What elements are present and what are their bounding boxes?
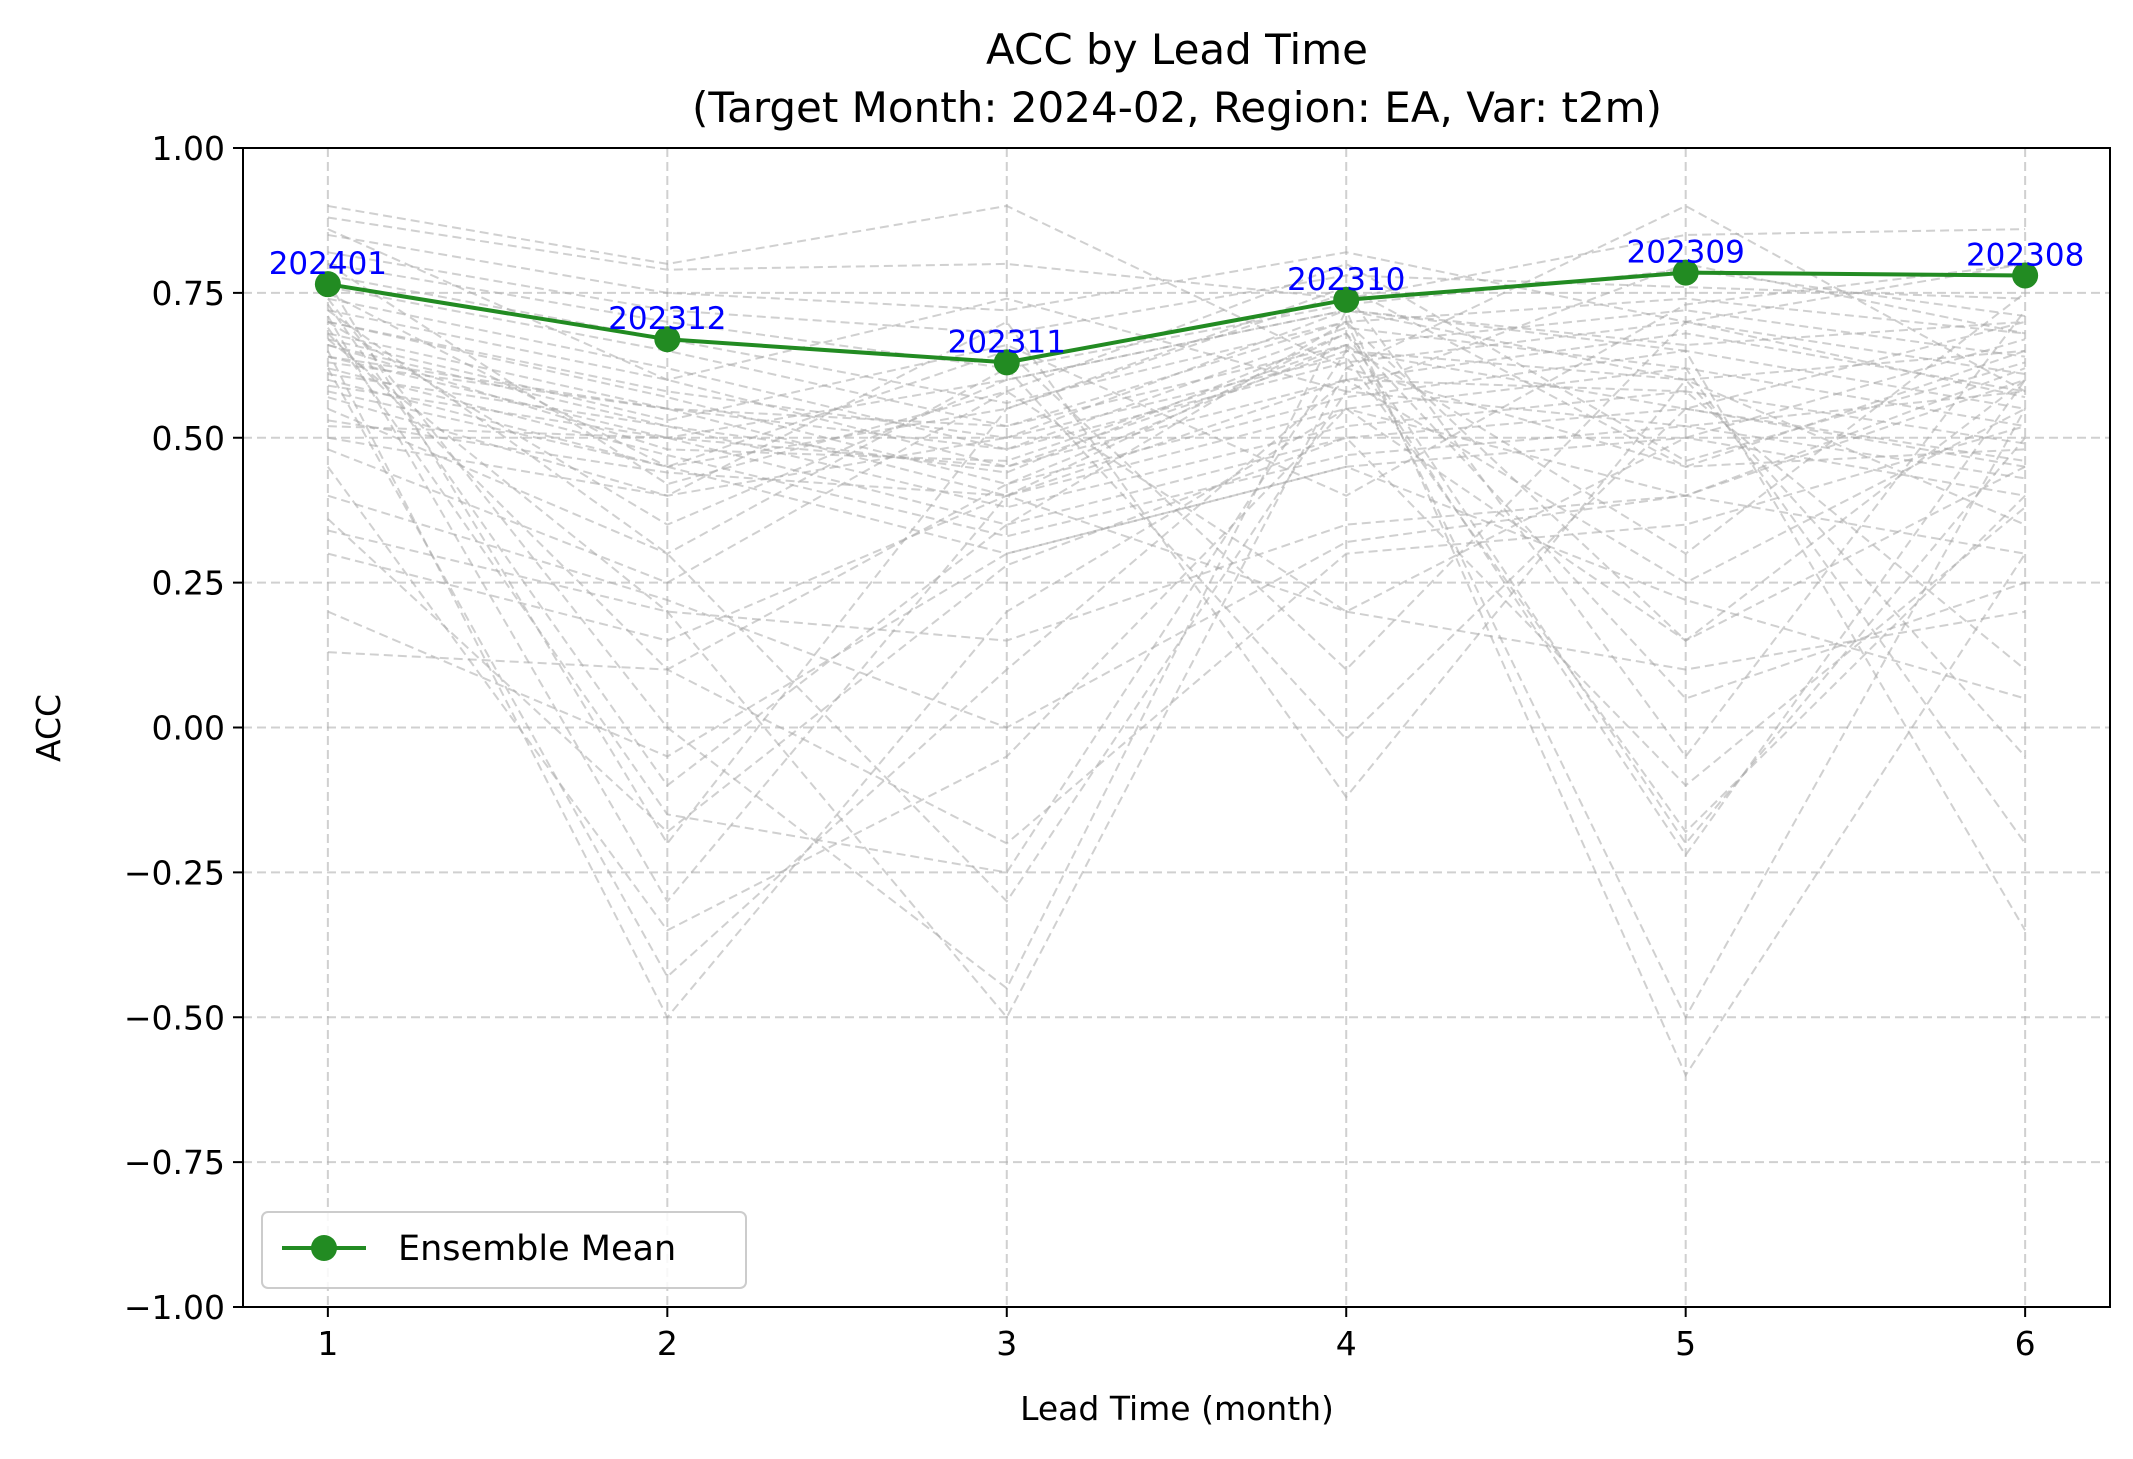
y-axis-label: ACC — [29, 694, 68, 762]
member-line — [327, 251, 2026, 335]
x-tick-label: 2 — [657, 1324, 678, 1363]
mean-annotations: 202401 202312 202311 202310 202309 202308 — [269, 235, 2085, 361]
y-tick-label: 0.50 — [152, 419, 225, 458]
member-line — [327, 332, 2026, 700]
member-line — [327, 303, 2026, 787]
y-axis-ticks: 1.00 0.75 0.50 0.25 0.00 −0.25 −0.50 −0.75 −1.00 — [124, 129, 243, 1327]
member-line — [327, 262, 2026, 497]
legend-marker-swatch — [311, 1235, 337, 1261]
point-annotation: 202310 — [1287, 262, 1405, 298]
member-line — [327, 320, 2026, 486]
ensemble-mean-series — [314, 259, 2039, 376]
ensemble-mean-point — [2012, 262, 2039, 289]
member-line — [327, 378, 2026, 671]
member-line — [327, 320, 2026, 741]
point-annotation: 202308 — [1966, 237, 2084, 273]
member-line — [327, 425, 2026, 845]
y-tick-label: 1.00 — [152, 129, 225, 168]
member-line — [326, 350, 2026, 1020]
member-line — [327, 338, 2026, 1020]
member-line — [327, 262, 2026, 486]
member-line — [327, 367, 2026, 538]
x-axis-ticks: 1 2 3 4 5 6 — [317, 1307, 2036, 1363]
x-tick-label: 5 — [1675, 1324, 1696, 1363]
point-annotation: 202401 — [269, 246, 387, 282]
member-line — [327, 204, 2026, 393]
ensemble-mean-point — [314, 271, 341, 298]
chart-subtitle: (Target Month: 2024-02, Region: EA, Var:… — [692, 83, 1662, 132]
ensemble-mean-line — [327, 270, 2026, 365]
member-line — [327, 233, 2026, 323]
x-tick-label: 3 — [996, 1324, 1017, 1363]
member-line — [327, 320, 2026, 799]
x-tick-label: 4 — [1336, 1324, 1357, 1363]
member-line — [327, 465, 2026, 758]
member-line — [327, 344, 2026, 509]
x-axis-label: Lead Time (month) — [1020, 1389, 1334, 1428]
legend-box — [261, 1211, 747, 1289]
ensemble-mean-point — [1333, 286, 1360, 313]
member-line — [327, 338, 2026, 613]
member-line — [327, 332, 2026, 497]
member-line — [327, 280, 2026, 846]
member-line — [327, 216, 2026, 300]
member-line — [327, 228, 2026, 393]
point-annotation: 202312 — [608, 301, 726, 337]
chart-title: ACC by Lead Time — [986, 25, 1368, 74]
point-annotation: 202311 — [948, 324, 1066, 360]
x-tick-label: 1 — [317, 1324, 338, 1363]
legend: Ensemble Mean — [261, 1211, 747, 1289]
member-line — [327, 309, 2026, 526]
ensemble-mean-point — [993, 349, 1020, 376]
y-tick-label: −0.50 — [124, 998, 225, 1037]
member-line — [327, 407, 2026, 932]
member-line — [327, 349, 2026, 758]
member-line — [326, 367, 2026, 979]
member-line — [327, 436, 2026, 834]
member-line — [327, 309, 2026, 468]
grid-lines — [243, 147, 2110, 1308]
member-line — [327, 286, 2026, 428]
member-line — [327, 378, 2026, 729]
legend-label: Ensemble Mean — [398, 1229, 676, 1269]
y-tick-label: 0.25 — [152, 564, 225, 603]
member-line — [327, 327, 2026, 874]
y-tick-label: −1.00 — [124, 1288, 225, 1327]
member-line — [327, 292, 2026, 671]
member-line — [327, 355, 2026, 834]
y-tick-label: 0.75 — [152, 274, 225, 313]
x-tick-label: 6 — [2015, 1324, 2036, 1363]
y-tick-label: −0.25 — [124, 853, 225, 892]
y-tick-label: 0.00 — [152, 709, 225, 748]
member-line — [327, 494, 2026, 671]
ensemble-mean-point — [654, 326, 681, 353]
member-line — [327, 309, 2026, 903]
member-line — [327, 326, 2026, 844]
ensemble-mean-point — [1672, 259, 1699, 286]
member-lines — [326, 204, 2027, 1078]
point-annotation: 202309 — [1627, 235, 1745, 271]
member-line — [327, 298, 2026, 990]
member-line — [327, 262, 2026, 370]
member-line — [327, 297, 2026, 451]
y-tick-label: −0.75 — [124, 1143, 225, 1182]
